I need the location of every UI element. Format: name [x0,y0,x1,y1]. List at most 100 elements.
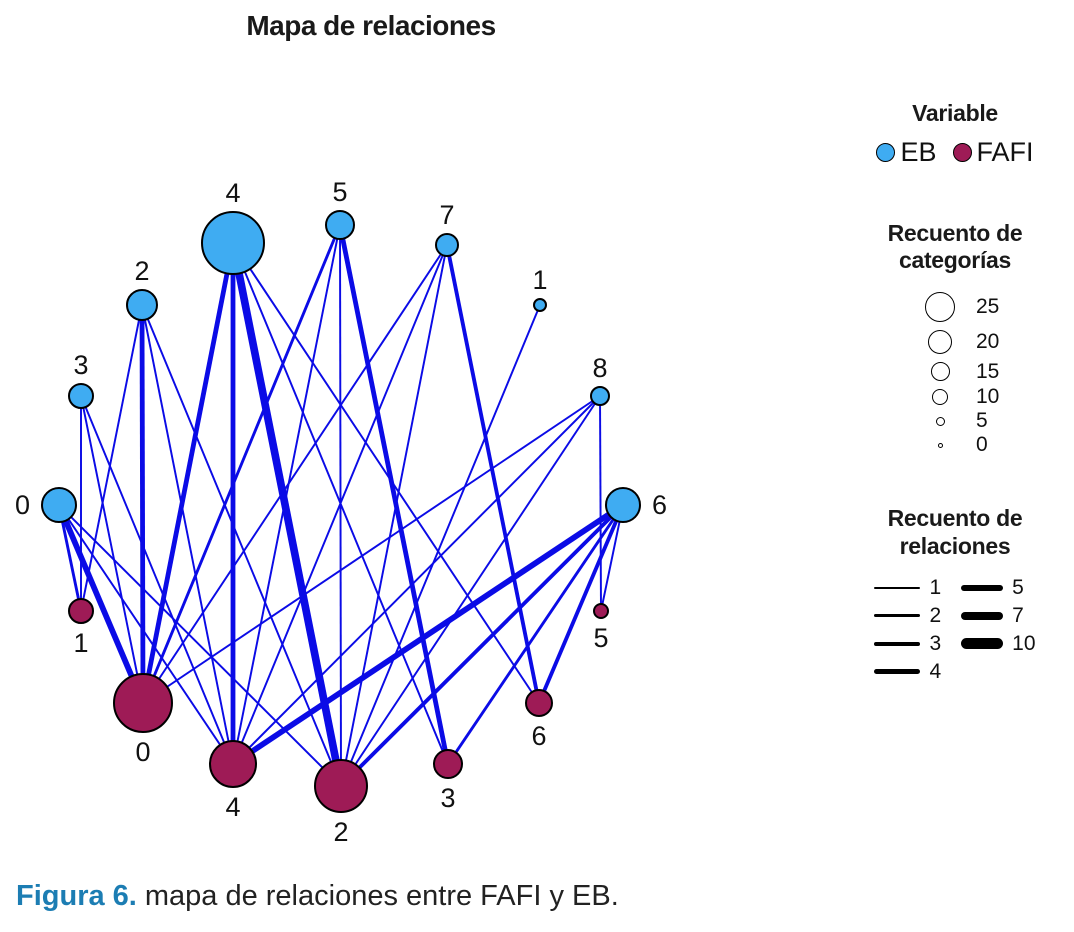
legend-categories-item-25: 25 [846,288,1064,326]
graph-node-label-EB7: 7 [439,200,454,230]
legend-categories-block: Recuento de categorías 25 20 15 10 5 0 [846,220,1064,457]
graph-edge-EB6-FAFI3 [446,504,625,765]
graph-node-EB4 [201,211,265,275]
fafi-swatch-icon [952,143,972,163]
graph-edge-EB0-FAFI2 [58,504,342,787]
legend-relations-item-10: 10 [961,630,1036,658]
graph-node-label-EB4: 4 [225,178,240,208]
legend-relations-value: 3 [929,631,942,655]
graph-node-EB8 [590,386,610,406]
graph-edge-EB5-FAFI0 [141,224,342,704]
graph-edge-EB2-FAFI2 [141,304,342,787]
graph-edge-EB2-FAFI0 [139,304,146,704]
graph-node-EB6 [605,487,641,523]
legend-item-fafi-label: FAFI [976,137,1034,168]
graph-edge-EB8-FAFI2 [340,395,601,787]
graph-node-FAFI1 [68,598,94,624]
graph-node-label-EB0: 0 [15,490,30,520]
legend-relations-col2: 5 7 10 [961,574,1036,686]
graph-node-label-EB5: 5 [332,177,347,207]
legend-relations-title: Recuento de relaciones [887,505,1023,559]
legend-categories-title: Recuento de categorías [887,220,1023,274]
chart-title: Mapa de relaciones [246,10,496,41]
figure-caption-text: mapa de relaciones entre FAFI y EB. [144,880,619,912]
graph-node-FAFI3 [433,749,463,779]
graph-node-label-FAFI6: 6 [531,721,546,751]
legend-categories-item-20: 20 [846,326,1064,358]
legend-relations-item-1: 1 [874,574,941,602]
graph-node-label-EB1: 1 [532,265,547,295]
size-circle-icon [932,389,948,406]
graph-edge-EB1-FAFI2 [340,304,541,787]
legend-variable-block: Variable EB FAFI [846,100,1064,168]
graph-node-label-FAFI0: 0 [135,737,150,767]
graph-node-label-FAFI4: 4 [225,792,240,822]
graph-node-label-EB6: 6 [652,490,667,520]
legend-categories-item-0: 0 [846,433,1064,457]
legend-categories-scale: 25 20 15 10 5 0 [846,288,1064,457]
graph-node-EB5 [325,210,355,240]
size-circle-icon [925,292,955,323]
graph-edge-EB4-FAFI6 [232,242,540,704]
line-width-sample-icon [874,586,921,589]
legend-relations-value: 2 [929,603,942,627]
graph-edge-EB7-FAFI4 [232,244,448,765]
graph-edge-EB2-FAFI1 [80,304,143,612]
graph-node-EB3 [68,383,94,409]
legend-categories-item-5: 5 [846,409,1064,433]
graph-edge-EB6-FAFI5 [600,504,624,612]
legend-item-fafi: FAFI [952,137,1034,168]
legend-relations-value: 7 [1012,603,1024,627]
legend-categories-item-15: 15 [846,358,1064,385]
graph-node-FAFI2 [314,759,368,813]
graph-edge-EB4-FAFI2 [229,242,345,787]
graph-edge-EB0-FAFI4 [58,504,234,765]
graph-node-label-EB3: 3 [73,350,88,380]
line-width-sample-icon [961,584,1004,591]
legend-relations-item-2: 2 [874,602,941,630]
line-width-sample-icon [961,638,1004,650]
graph-node-EB0 [41,487,77,523]
legend-categories-value: 25 [976,295,1000,319]
graph-node-FAFI6 [525,689,553,717]
legend-categories-value: 20 [976,330,1000,354]
graph-edge-EB5-FAFI3 [337,224,451,765]
legend-panel: Variable EB FAFI Recuento de categorías … [846,100,1064,686]
legend-relations-item-7: 7 [961,602,1035,630]
legend-variable-title: Variable [912,100,998,126]
graph-edge-EB6-FAFI2 [339,503,625,788]
eb-swatch-icon [876,143,896,163]
graph-edge-EB2-FAFI4 [141,304,234,765]
legend-relations-item-3: 3 [874,630,941,658]
graph-node-label-FAFI3: 3 [440,783,455,813]
size-circle-icon [930,362,950,382]
line-width-sample-icon [961,611,1004,620]
graph-node-EB1 [533,298,547,312]
legend-relations-item-4: 4 [874,658,941,686]
graph-node-label-EB2: 2 [134,256,149,286]
graph-edge-EB4-FAFI0 [140,242,236,704]
line-width-sample-icon [874,641,921,646]
figure-caption-label: Figura 6. [16,880,137,912]
graph-node-FAFI0 [113,673,173,733]
legend-relations-col1: 1 2 3 4 [874,574,941,686]
graph-node-FAFI4 [209,740,257,788]
graph-edge-EB8-FAFI5 [599,395,602,612]
size-circle-icon [935,416,945,426]
graph-edge-EB0-FAFI0 [56,503,146,705]
legend-categories-value: 0 [976,433,988,457]
legend-relations-value: 1 [929,575,942,599]
legend-item-eb-label: EB [900,137,937,168]
graph-edge-EB0-FAFI1 [57,504,83,612]
legend-relations-value: 4 [929,659,942,683]
line-width-sample-icon [874,614,921,618]
graph-edge-EB6-FAFI6 [537,504,625,704]
size-circle-icon [928,330,952,355]
legend-categories-item-10: 10 [846,385,1064,409]
legend-categories-value: 10 [976,385,1000,409]
relations-network-graph: 4 5 7 2 1 3 8 0 6 1 5 0 6 4 3 2 [15,177,667,847]
graph-edge-EB8-FAFI4 [232,395,601,765]
graph-node-EB7 [435,233,459,257]
legend-relations-value: 10 [1012,631,1036,655]
